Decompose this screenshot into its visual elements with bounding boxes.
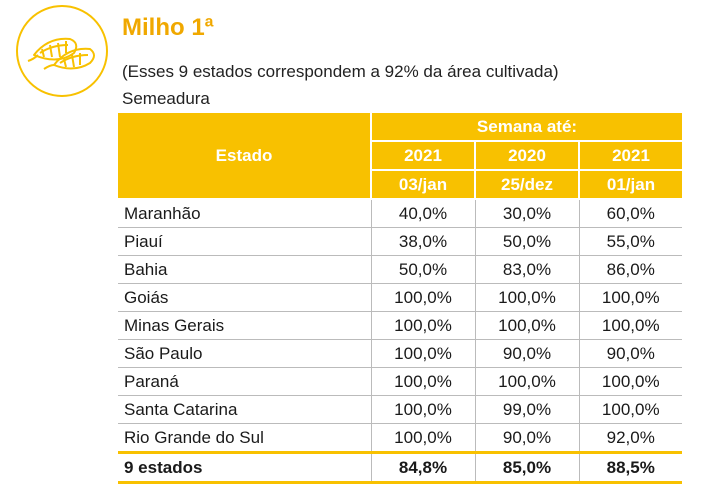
value-cell: 40,0%	[371, 199, 476, 228]
header-year: 2021	[371, 141, 476, 171]
table-row: Paraná 100,0% 100,0% 100,0%	[118, 367, 682, 396]
table-row: Rio Grande do Sul 100,0% 90,0% 92,0%	[118, 423, 682, 453]
total-row: 9 estados 84,8% 85,0% 88,5%	[118, 451, 682, 484]
state-cell: Rio Grande do Sul	[118, 423, 372, 453]
value-cell: 100,0%	[371, 395, 476, 424]
header-date: 25/dez	[475, 170, 580, 200]
value-cell: 50,0%	[371, 255, 476, 284]
state-cell: Piauí	[118, 227, 372, 256]
total-value: 85,0%	[475, 451, 580, 484]
page-title: Milho 1ª	[122, 14, 214, 41]
header-semana: Semana até:	[371, 113, 682, 142]
page-subtitle: (Esses 9 estados correspondem a 92% da á…	[122, 62, 559, 81]
value-cell: 100,0%	[475, 367, 580, 396]
value-cell: 99,0%	[475, 395, 580, 424]
header-estado: Estado	[118, 113, 372, 200]
corn-icon	[16, 5, 108, 97]
header-date: 01/jan	[579, 170, 682, 200]
state-cell: Minas Gerais	[118, 311, 372, 340]
table-row: Goiás 100,0% 100,0% 100,0%	[118, 283, 682, 312]
value-cell: 38,0%	[371, 227, 476, 256]
value-cell: 100,0%	[371, 367, 476, 396]
table-row: Santa Catarina 100,0% 99,0% 100,0%	[118, 395, 682, 424]
table-row: Maranhão 40,0% 30,0% 60,0%	[118, 199, 682, 228]
value-cell: 100,0%	[579, 395, 682, 424]
value-cell: 60,0%	[579, 199, 682, 228]
progress-table: Estado Semana até: 2021 2020 2021 03/jan…	[118, 113, 682, 484]
value-cell: 100,0%	[579, 311, 682, 340]
value-cell: 100,0%	[475, 311, 580, 340]
header-date: 03/jan	[371, 170, 476, 200]
table-row: São Paulo 100,0% 90,0% 90,0%	[118, 339, 682, 368]
value-cell: 90,0%	[475, 423, 580, 453]
value-cell: 100,0%	[371, 423, 476, 453]
table-row: Minas Gerais 100,0% 100,0% 100,0%	[118, 311, 682, 340]
total-value: 84,8%	[371, 451, 476, 484]
state-cell: Goiás	[118, 283, 372, 312]
value-cell: 86,0%	[579, 255, 682, 284]
total-label: 9 estados	[118, 451, 372, 484]
value-cell: 100,0%	[371, 311, 476, 340]
header-year: 2021	[579, 141, 682, 171]
value-cell: 90,0%	[579, 339, 682, 368]
state-cell: Santa Catarina	[118, 395, 372, 424]
value-cell: 83,0%	[475, 255, 580, 284]
value-cell: 92,0%	[579, 423, 682, 453]
section-label: Semeadura	[122, 89, 210, 108]
state-cell: Paraná	[118, 367, 372, 396]
value-cell: 50,0%	[475, 227, 580, 256]
value-cell: 100,0%	[475, 283, 580, 312]
header-year: 2020	[475, 141, 580, 171]
value-cell: 30,0%	[475, 199, 580, 228]
table-row: Piauí 38,0% 50,0% 55,0%	[118, 227, 682, 256]
state-cell: Bahia	[118, 255, 372, 284]
table-row: Bahia 50,0% 83,0% 86,0%	[118, 255, 682, 284]
value-cell: 100,0%	[579, 367, 682, 396]
total-value: 88,5%	[579, 451, 682, 484]
value-cell: 100,0%	[371, 339, 476, 368]
value-cell: 100,0%	[371, 283, 476, 312]
state-cell: São Paulo	[118, 339, 372, 368]
value-cell: 90,0%	[475, 339, 580, 368]
value-cell: 100,0%	[579, 283, 682, 312]
value-cell: 55,0%	[579, 227, 682, 256]
state-cell: Maranhão	[118, 199, 372, 228]
